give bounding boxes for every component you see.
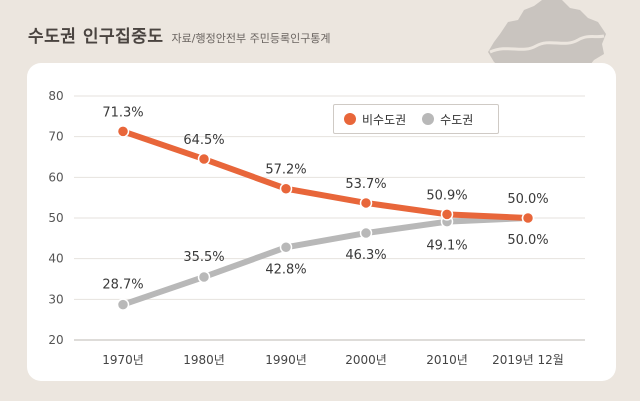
data-label-non-capital: 64.5% [183,133,224,148]
data-label-capital: 50.0% [507,233,548,248]
data-point-capital [359,226,373,240]
y-tick-label: 80 [48,89,63,103]
legend-label-capital: 수도권 [440,112,474,127]
y-tick-label: 60 [48,170,63,184]
x-tick-label: 2019년 12월 [492,353,564,367]
data-label-capital: 42.8% [265,262,306,277]
data-label-non-capital: 50.9% [426,188,467,203]
x-tick-label: 2000년 [345,353,387,367]
data-label-capital: 28.7% [102,278,143,293]
data-label-capital: 49.1% [426,239,467,254]
seoul-map-shape [488,0,606,82]
series-line-non-capital [120,128,531,221]
data-label-non-capital: 57.2% [265,163,306,178]
chart-source: 자료/행정안전부 주민등록인구통계 [171,32,331,45]
data-label-capital: 35.5% [183,250,224,265]
series-line-capital [120,215,531,308]
chart-header: 수도권 인구집중도 자료/행정안전부 주민등록인구통계 [28,22,331,47]
data-label-non-capital: 53.7% [345,177,386,192]
legend-dot-capital [422,113,435,125]
data-label-non-capital: 50.0% [507,192,548,207]
han-river-line [489,34,605,54]
y-tick-label: 30 [48,292,63,306]
legend-item-capital: 수도권 [422,111,473,128]
x-tick-label: 2010년 [426,353,468,367]
data-point-non-capital [116,125,130,138]
data-point-non-capital [279,182,293,195]
x-tick-label: 1970년 [102,353,144,367]
y-tick-label: 50 [48,211,63,225]
data-point-capital [116,298,130,311]
chart-card [27,63,616,381]
chart-legend: 비수도권 수도권 [333,104,499,134]
data-point-non-capital [197,152,211,166]
legend-item-non-capital: 비수도권 [344,111,406,128]
data-label-non-capital: 71.3% [102,105,143,120]
y-tick-label: 20 [48,333,63,347]
chart-title: 수도권 인구집중도 [28,27,164,47]
legend-dot-non-capital [344,113,356,125]
data-point-non-capital [521,211,535,225]
x-tick-label: 1990년 [265,353,307,367]
legend-label-non-capital: 비수도권 [362,112,407,127]
data-point-non-capital [440,208,454,221]
seoul-map-icon [488,0,606,82]
x-tick-label: 1980년 [183,353,225,367]
y-tick-label: 70 [48,130,63,144]
data-point-capital [279,241,293,254]
data-label-capital: 46.3% [345,248,386,263]
y-tick-label: 40 [48,252,63,266]
data-point-non-capital [359,196,373,210]
data-point-capital [197,270,211,284]
